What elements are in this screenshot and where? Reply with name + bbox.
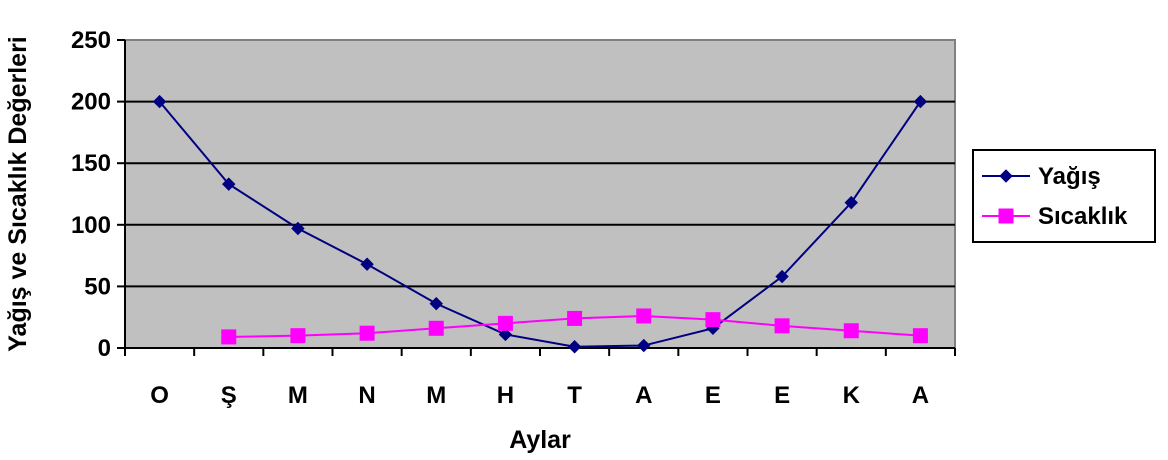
y-tick-label: 150: [71, 150, 111, 177]
data-point: [913, 94, 928, 109]
series-layer: [152, 94, 928, 354]
data-point: [497, 315, 513, 331]
legend-item: Yağış: [982, 163, 1101, 190]
x-tick-label: A: [912, 382, 929, 409]
gridlines: [125, 100, 955, 288]
legend-label: Yağış: [1038, 163, 1101, 190]
data-point: [221, 329, 237, 345]
x-tick-label: M: [426, 382, 446, 409]
data-point: [498, 327, 513, 342]
series-line: [158, 100, 922, 348]
x-tick-label: E: [705, 382, 721, 409]
data-point: [912, 328, 928, 344]
data-point: [359, 325, 375, 341]
data-point: [775, 269, 789, 284]
data-point: [360, 257, 374, 271]
data-point: [428, 320, 444, 336]
y-tick-label: 200: [71, 89, 111, 116]
x-tick-label: N: [358, 382, 375, 409]
data-point: [637, 338, 651, 353]
legend-item: Sıcaklık: [982, 203, 1128, 230]
x-tick-label: A: [635, 382, 652, 409]
y-axis-title: Yağış ve Sıcaklık Değerleri: [4, 36, 32, 351]
y-tick-label: 50: [84, 273, 111, 300]
x-axis-title: Aylar: [509, 426, 571, 454]
y-tick-label: 250: [71, 27, 111, 54]
data-point: [774, 318, 790, 334]
x-tick-label: O: [150, 382, 169, 409]
data-point: [152, 94, 167, 109]
y-tick-label: 0: [98, 335, 111, 362]
data-point: [843, 323, 859, 339]
data-point: [567, 310, 583, 326]
legend-swatch-marker: [998, 208, 1014, 224]
series-0: [152, 94, 928, 354]
series-1: [221, 308, 928, 345]
data-point: [222, 177, 236, 191]
y-tick-label: 100: [71, 212, 111, 239]
data-point: [844, 195, 858, 210]
x-tick-label: E: [774, 382, 790, 409]
x-tick-label: M: [288, 382, 308, 409]
x-tick-label: K: [843, 382, 861, 409]
x-tick-label: T: [567, 382, 582, 409]
legend-items: Yağış Sıcaklık: [982, 163, 1128, 230]
x-tick-label: Ş: [221, 382, 237, 409]
legend: Yağış Sıcaklık: [972, 149, 1156, 243]
data-point: [636, 308, 652, 324]
plot-area: [124, 39, 956, 349]
legend-box: [972, 149, 1156, 243]
data-point: [291, 221, 305, 236]
data-point: [567, 340, 582, 354]
data-point: [429, 296, 443, 311]
y-axis-ticks: 0 50 100 150 200 250: [71, 27, 125, 362]
x-tick-label: H: [497, 382, 514, 409]
data-point: [290, 328, 306, 344]
legend-label: Sıcaklık: [1038, 203, 1128, 230]
data-point: [705, 312, 721, 328]
legend-swatch-marker: [999, 169, 1013, 183]
